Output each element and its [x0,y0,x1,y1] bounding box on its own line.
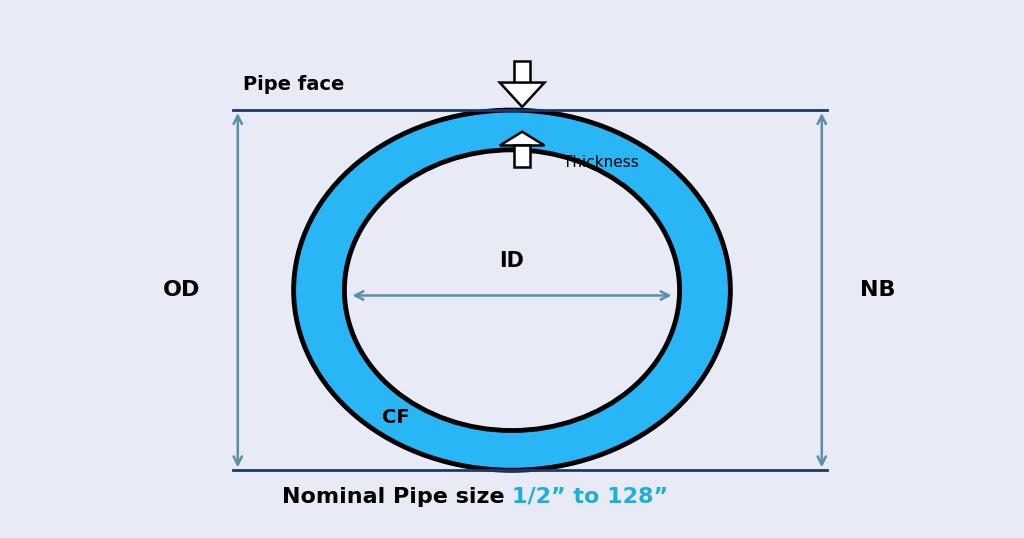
Text: Thickness: Thickness [563,155,639,170]
Text: Pipe face: Pipe face [243,75,344,94]
Text: ID: ID [500,251,524,271]
Polygon shape [514,61,530,82]
Polygon shape [500,132,545,145]
Text: CF: CF [382,408,410,427]
Ellipse shape [294,110,730,470]
Text: Nominal Pipe size: Nominal Pipe size [282,487,512,507]
Text: OD: OD [163,280,201,300]
Polygon shape [514,145,530,167]
Ellipse shape [344,150,680,430]
Text: 1/2” to 128”: 1/2” to 128” [512,487,668,507]
Polygon shape [500,82,545,107]
Text: NB: NB [860,280,895,300]
